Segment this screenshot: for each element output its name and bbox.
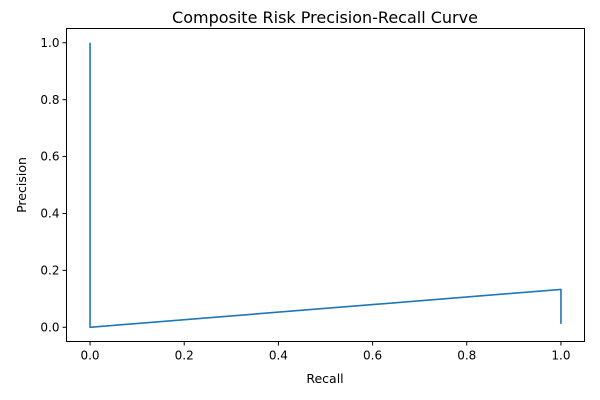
plot-frame — [66, 28, 585, 342]
x-tick-label: 0.2 — [175, 349, 194, 363]
x-axis: 0.0 0.2 0.4 0.6 0.8 1.0 — [80, 341, 571, 363]
y-tick-label: 0.4 — [40, 207, 59, 221]
x-tick-label: 0.4 — [269, 349, 288, 363]
x-tick-label: 0.0 — [80, 349, 99, 363]
x-tick-label: 0.6 — [363, 349, 382, 363]
x-axis-label: Recall — [306, 371, 343, 386]
y-tick-label: 0.6 — [40, 150, 59, 164]
y-tick-label: 0.0 — [40, 320, 59, 334]
x-tick-label: 1.0 — [551, 349, 570, 363]
y-tick-label: 1.0 — [40, 36, 59, 50]
y-tick-label: 0.2 — [40, 264, 59, 278]
y-axis-label: Precision — [14, 157, 29, 213]
precision-recall-line — [89, 42, 562, 329]
x-tick-label: 0.8 — [457, 349, 476, 363]
y-axis: 0.0 0.2 0.4 0.6 0.8 1.0 — [40, 36, 67, 334]
y-tick-label: 0.8 — [40, 93, 59, 107]
chart-title: Composite Risk Precision-Recall Curve — [172, 8, 478, 27]
plot-series — [89, 42, 562, 329]
